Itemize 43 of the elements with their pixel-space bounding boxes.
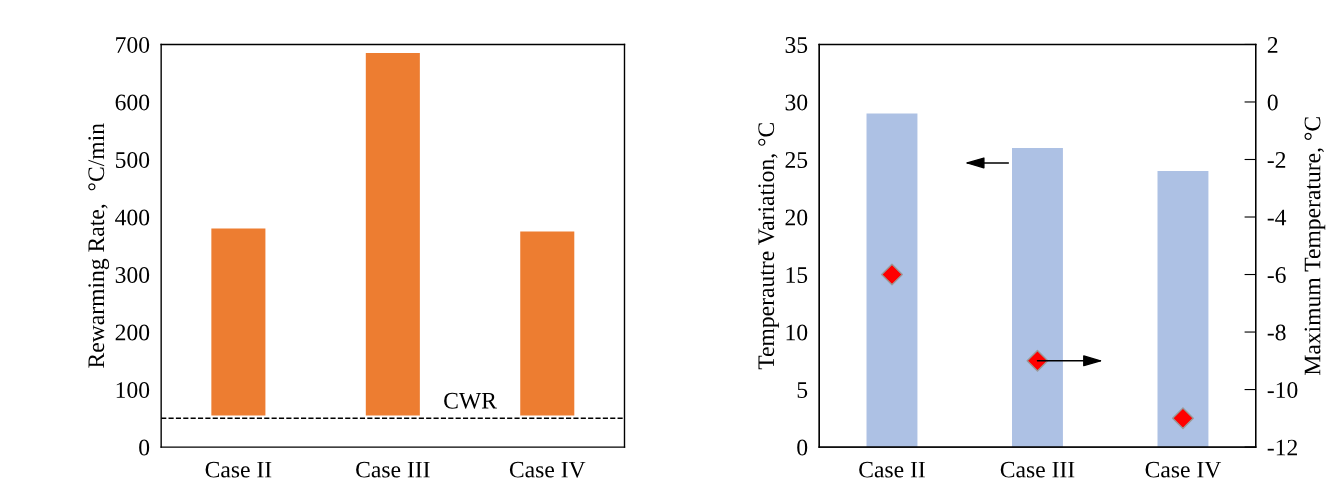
y-tick-label: 15 — [786, 267, 808, 283]
y-tick-label: 30 — [785, 94, 808, 111]
x-tick-label: Case III — [1000, 461, 1075, 478]
y2-tick-label: -12 — [1267, 439, 1297, 456]
y-tick-label: 0 — [797, 439, 808, 456]
y-tick-label: 25 — [785, 152, 808, 168]
y-tick-label: 400 — [115, 209, 150, 226]
y-tick-label: 700 — [116, 36, 150, 53]
x-tick-label: Case II — [205, 461, 272, 478]
point — [880, 263, 903, 286]
y-tick-label: 100 — [116, 382, 150, 398]
bar — [866, 113, 918, 448]
y-tick-label: 20 — [785, 209, 808, 226]
y-tick-label: 0 — [139, 439, 150, 456]
ref-line-label: CWR — [444, 392, 497, 409]
y2-axis-title: Maximum Temperature, °C — [1304, 117, 1326, 375]
y-axis-title: Rewarming Rate, °C/min — [88, 123, 110, 368]
bar — [520, 231, 575, 416]
y-tick-label: 500 — [116, 151, 150, 168]
x-tick-label: Case IV — [1145, 461, 1222, 478]
x-tick-label: Case IV — [509, 461, 586, 478]
y2-tick-label: -8 — [1267, 324, 1286, 341]
y2-tick-label: -4 — [1267, 209, 1287, 226]
bar — [211, 228, 266, 416]
x-tick-label: Case III — [356, 461, 430, 478]
y-tick-label: 300 — [115, 267, 150, 283]
point — [1171, 407, 1194, 430]
y-tick-label: 600 — [115, 94, 150, 111]
y-tick-label: 5 — [797, 382, 808, 398]
bar — [1012, 147, 1063, 448]
y2-tick-label: 2 — [1267, 37, 1278, 53]
y2-tick-label: -10 — [1267, 382, 1298, 398]
y2-tick-label: 0 — [1267, 94, 1278, 111]
y2-tick-label: -2 — [1267, 152, 1286, 168]
y-tick-label: 200 — [115, 324, 150, 341]
bar — [365, 53, 420, 416]
x-tick-label: Case II — [859, 461, 925, 478]
y-tick-label: 10 — [786, 324, 808, 341]
y-tick-label: 35 — [785, 37, 808, 53]
y2-tick-label: -6 — [1267, 267, 1286, 283]
bar — [1157, 170, 1209, 448]
point — [1026, 349, 1049, 372]
y-axis-title: Temperautre Variation, °C — [758, 123, 779, 370]
